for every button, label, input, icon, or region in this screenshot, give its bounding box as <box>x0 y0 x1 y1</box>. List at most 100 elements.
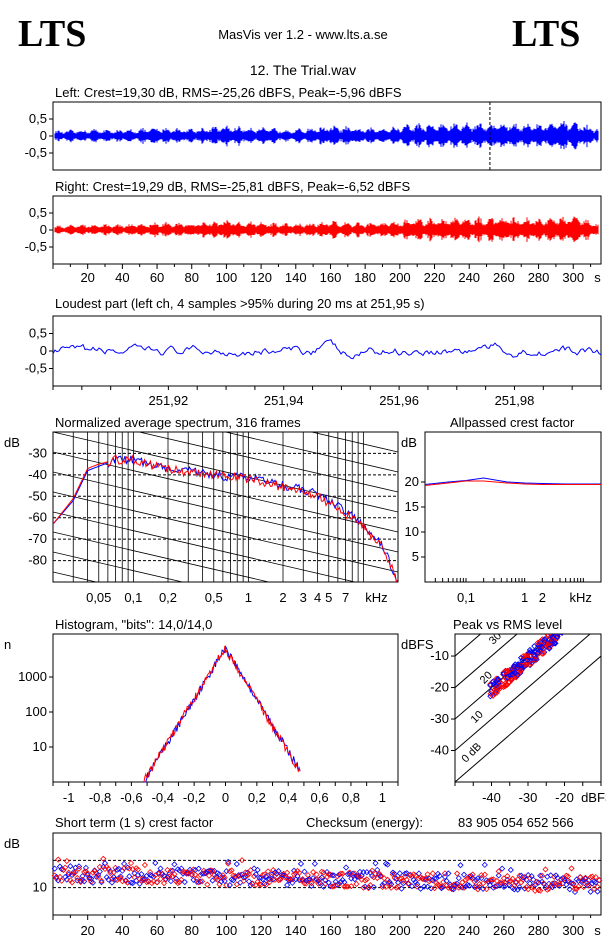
shortcrest-point <box>540 873 545 878</box>
shortcrest-point <box>397 871 402 876</box>
right_wave-xtick-label: 260 <box>493 270 515 285</box>
shortcrest-point <box>458 863 463 868</box>
right_wave-xtick-label: 240 <box>458 270 480 285</box>
allpassed-xtick-label: 2 <box>539 590 546 605</box>
shortcrest-xtick-label: s <box>594 923 601 938</box>
shortcrest-xtick-label: 160 <box>320 923 342 938</box>
right_wave-ytick-label: 0 <box>40 222 47 237</box>
shortcrest-point <box>153 860 158 865</box>
right_wave-ytick-label: -0,5 <box>25 239 47 254</box>
shortcrest-point <box>508 867 513 872</box>
logo-right: LTS <box>512 13 580 55</box>
loudest-title: Loudest part (left ch, 4 samples >95% du… <box>55 296 425 311</box>
allpassed-frame <box>425 432 601 582</box>
spectrum-ytick-label: -40 <box>28 467 47 482</box>
allpassed-xtick-label: 0,1 <box>457 590 475 605</box>
shortcrest-point <box>298 861 303 866</box>
left_wave-panel: Left: Crest=19,30 dB, RMS=-25,26 dBFS, P… <box>25 85 601 170</box>
histogram-xtick-label: 0,4 <box>279 790 297 805</box>
spectrum-ylabel: dB <box>4 435 20 450</box>
peakrms-diagonal-label: 10 <box>469 709 486 726</box>
shortcrest-point <box>442 871 447 876</box>
right_wave-xtick-label: 300 <box>562 270 584 285</box>
spectrum-xtick-label: 0,5 <box>205 590 223 605</box>
spectrum-slope-line <box>53 572 398 652</box>
right_wave-xtick-label: 80 <box>184 270 198 285</box>
shortcrest-point <box>430 871 435 876</box>
right_wave-xtick-label: 280 <box>528 270 550 285</box>
allpassed-ylabel: dB <box>401 435 417 450</box>
shortcrest-xtick-label: 280 <box>528 923 550 938</box>
shortcrest-panel: Short term (1 s) crest factor Checksum (e… <box>4 815 602 938</box>
spectrum-slope-line <box>53 512 398 592</box>
spectrum-ytick-label: -30 <box>28 445 47 460</box>
allpassed-xtick-label: kHz <box>569 590 591 605</box>
shortcrest-xtick-label: 20 <box>80 923 94 938</box>
spectrum-xtick-label: kHz <box>365 590 387 605</box>
histogram-xtick-label: -0,6 <box>120 790 142 805</box>
checksum-label: Checksum (energy): <box>306 815 423 830</box>
histogram-series-line <box>144 646 300 782</box>
right_wave-ytick-label: 0,5 <box>29 205 47 220</box>
shortcrest-point <box>429 886 434 891</box>
shortcrest-point <box>285 883 290 888</box>
allpassed-xtick-label: 1 <box>521 590 528 605</box>
histogram-series-line <box>144 647 300 782</box>
spectrum-slope-line <box>53 312 398 392</box>
loudest-frame <box>53 316 601 386</box>
shortcrest-point <box>446 871 451 876</box>
peakrms-point <box>562 628 567 633</box>
checksum-value: 83 905 054 652 566 <box>458 815 574 830</box>
shortcrest-xtick-label: 80 <box>184 923 198 938</box>
shortcrest-xtick-label: 100 <box>216 923 238 938</box>
histogram-xtick-label: -0,4 <box>152 790 174 805</box>
shortcrest-point <box>234 882 239 887</box>
peakrms-ytick-label: -40 <box>430 743 449 758</box>
peakrms-diagonal-label: 0 dB <box>460 741 484 765</box>
shortcrest-point <box>569 866 574 871</box>
histogram-xtick-label: -0,8 <box>89 790 111 805</box>
shortcrest-point <box>172 862 177 867</box>
shortcrest-point <box>312 861 317 866</box>
histogram-xtick-label: 0,6 <box>311 790 329 805</box>
shortcrest-xtick-label: 220 <box>424 923 446 938</box>
allpassed-ytick-label: 5 <box>412 549 419 564</box>
spectrum-xtick-label: 2 <box>279 590 286 605</box>
shortcrest-point <box>68 864 73 869</box>
shortcrest-title: Short term (1 s) crest factor <box>55 815 214 830</box>
shortcrest-point <box>238 880 243 885</box>
peakrms-ylabel: dBFS <box>401 637 434 652</box>
shortcrest-point <box>370 868 375 873</box>
spectrum-slope-line <box>53 432 398 512</box>
spectrum-slope-line <box>53 472 398 552</box>
shortcrest-point <box>224 869 229 874</box>
left_wave-ytick-label: 0,5 <box>29 111 47 126</box>
spectrum-xtick-label: 4 <box>314 590 321 605</box>
peakrms-panel: Peak vs RMS leveldBFS-10-20-30-404030201… <box>401 499 606 814</box>
right_wave-xtick-label: 120 <box>250 270 272 285</box>
histogram-ytick-label: 100 <box>25 704 47 719</box>
shortcrest-ylabel: dB <box>4 836 20 851</box>
spectrum-slope-line <box>53 372 398 452</box>
shortcrest-ytick-label: 10 <box>33 880 47 895</box>
peakrms-ytick-label: -20 <box>430 680 449 695</box>
shortcrest-point <box>205 882 210 887</box>
file-title: 12. The Trial.wav <box>250 62 356 78</box>
peakrms-ytick-label: -30 <box>430 711 449 726</box>
left_wave-ytick-label: -0,5 <box>25 145 47 160</box>
histogram-frame <box>53 634 398 782</box>
spectrum-xtick-label: 0,1 <box>124 590 142 605</box>
right_wave-xtick-label: 140 <box>285 270 307 285</box>
peakrms-xtick-label: -40 <box>482 790 501 805</box>
shortcrest-point <box>127 874 132 879</box>
peakrms-ytick-label: -10 <box>430 648 449 663</box>
right_wave-xtick-label: 40 <box>115 270 129 285</box>
loudest-ytick-label: 0,5 <box>29 326 47 341</box>
shortcrest-point <box>64 859 69 864</box>
shortcrest-point <box>302 869 307 874</box>
right_wave-xtick-label: s <box>594 270 601 285</box>
right_wave-xtick-label: 20 <box>80 270 94 285</box>
shortcrest-point <box>399 886 404 891</box>
